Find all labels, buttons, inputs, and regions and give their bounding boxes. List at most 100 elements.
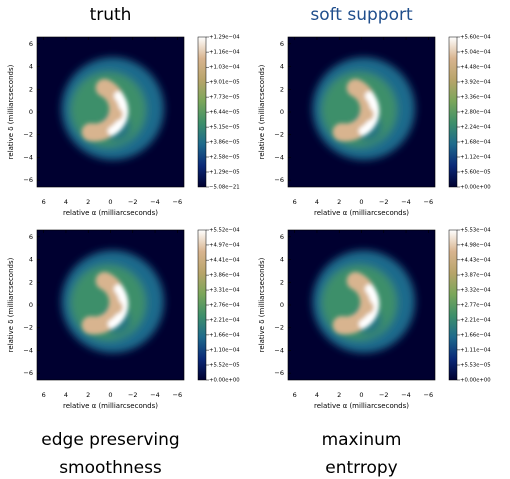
- colorbar-tick-label: +1.29e−04: [209, 35, 240, 41]
- colorbar-tick-label: +3.36e−04: [460, 95, 491, 101]
- panel-title: smoothness: [59, 458, 162, 478]
- colorbar-tick-label: +5.04e−04: [460, 50, 491, 56]
- y-tick-label: −2: [274, 324, 284, 332]
- y-tick-label: −2: [23, 131, 33, 139]
- colorbar-tick-label: +2.76e−04: [209, 303, 240, 309]
- y-axis-label: relative δ (milliarcseconds): [258, 257, 266, 352]
- panel-title: entrropy: [325, 458, 397, 478]
- colorbar-tick-label: +1.10e−04: [209, 348, 240, 354]
- x-tick-label: 4: [64, 391, 68, 399]
- colorbar-tick-label: +0.00e+00: [460, 185, 491, 191]
- colorbar-tick-label: +5.15e−05: [209, 125, 240, 131]
- spot: [360, 300, 374, 314]
- colorbar-tick-label: +2.58e−05: [209, 155, 240, 161]
- y-tick-label: −4: [23, 346, 33, 354]
- panel: 6 4 2 0 −2 −4 −6 −6 −4 −2 0 2 4 6 relative α (milliarc…: [7, 5, 240, 217]
- crescent: [81, 271, 129, 335]
- colorbar-tick-label: +4.41e−04: [209, 258, 240, 264]
- x-tick-label: 2: [86, 198, 90, 206]
- colorbar-tick-label: +4.48e−04: [460, 65, 491, 71]
- y-tick-label: 0: [280, 301, 284, 309]
- panel: 6 4 2 0 −2 −4 −6 −6 −4 −2 0 2 4 6 relative α (milliarc…: [7, 228, 240, 479]
- colorbar-tick-label: +1.66e−04: [460, 332, 491, 338]
- y-tick-label: 4: [29, 63, 33, 71]
- colorbar-tick-label: +4.43e−04: [460, 257, 491, 263]
- colorbar-tick-label: +3.92e−04: [460, 80, 491, 86]
- x-tick-label: 0: [108, 198, 112, 206]
- y-tick-label: 4: [280, 256, 284, 264]
- panel: 6 4 2 0 −2 −4 −6 −6 −4 −2 0 2 4 6 relative α (milliarc…: [258, 5, 491, 217]
- crescent: [332, 271, 380, 335]
- panel-title: truth: [90, 5, 132, 25]
- x-tick-label: 6: [293, 198, 297, 206]
- colorbar-tick-label: +1.11e−04: [460, 347, 491, 353]
- crescent-core: [107, 91, 129, 136]
- y-tick-label: −2: [274, 131, 284, 139]
- colorbar-tick-label: +3.86e−04: [209, 273, 240, 279]
- spot: [360, 107, 374, 121]
- colorbar-tick-label: +1.12e−04: [460, 155, 491, 161]
- y-tick-label: 4: [280, 63, 284, 71]
- panel-title: soft support: [310, 5, 413, 25]
- y-tick-label: 6: [29, 233, 33, 241]
- x-tick-label: −2: [128, 198, 138, 206]
- y-tick-label: −4: [274, 153, 284, 161]
- y-tick-label: −4: [274, 346, 284, 354]
- colorbar: [448, 229, 458, 381]
- x-tick-label: 0: [359, 391, 363, 399]
- colorbar-tick-label: +0.00e+00: [209, 378, 240, 384]
- x-tick-label: −4: [401, 198, 411, 206]
- colorbar-tick-label: +5.52e−05: [209, 363, 240, 369]
- y-axis-label: relative δ (milliarcseconds): [258, 64, 266, 159]
- colorbar-tick-label: +1.29e−05: [209, 170, 240, 176]
- colorbar-tick-label: +3.32e−04: [460, 287, 491, 293]
- colorbar: [448, 36, 458, 188]
- colorbar-tick-label: +3.87e−04: [460, 273, 491, 279]
- x-tick-label: 6: [42, 391, 46, 399]
- y-tick-label: 0: [29, 108, 33, 116]
- x-axis-label: relative α (milliarcseconds): [314, 402, 409, 410]
- colorbar-tick-label: +3.31e−04: [209, 288, 240, 294]
- y-tick-label: −6: [274, 176, 284, 184]
- colorbar-tick-label: +0.00e+00: [460, 378, 491, 384]
- x-tick-label: 2: [86, 391, 90, 399]
- colorbar-tick-label: +2.77e−04: [460, 302, 491, 308]
- colorbar-tick-label: +4.98e−04: [460, 242, 491, 248]
- colorbar-tick-label: +5.53e−04: [460, 228, 491, 234]
- image: [312, 57, 415, 160]
- x-tick-label: 6: [293, 391, 297, 399]
- colorbar-tick-label: +2.24e−04: [460, 125, 491, 131]
- y-tick-label: −4: [23, 153, 33, 161]
- colorbar-tick-label: +2.80e−04: [460, 110, 491, 116]
- y-axis-label: relative δ (milliarcseconds): [7, 64, 15, 159]
- colorbar-tick-label: +1.66e−04: [209, 332, 240, 338]
- image: [312, 250, 415, 353]
- image: [61, 57, 164, 160]
- colorbar: [197, 36, 207, 188]
- colorbar-tick-label: −5.08e−21: [209, 185, 240, 191]
- colorbar-tick-label: +2.21e−04: [460, 318, 491, 324]
- colorbar-tick-label: +6.44e−05: [209, 110, 240, 116]
- y-tick-label: −6: [274, 369, 284, 377]
- spot: [109, 107, 123, 121]
- colorbar-tick-label: +7.73e−05: [209, 95, 240, 101]
- colorbar-tick-label: +4.97e−04: [209, 242, 240, 248]
- spot: [109, 300, 123, 314]
- x-tick-label: 0: [359, 198, 363, 206]
- colorbar-tick-label: +5.60e−05: [460, 170, 491, 176]
- colorbar-tick-label: +5.52e−04: [209, 228, 240, 234]
- y-tick-label: 4: [29, 256, 33, 264]
- x-axis-label: relative α (milliarcseconds): [63, 209, 158, 217]
- crescent-core: [358, 284, 380, 329]
- y-axis-label: relative δ (milliarcseconds): [7, 257, 15, 352]
- panel-title: edge preserving: [41, 430, 179, 450]
- y-tick-label: 2: [29, 278, 33, 286]
- x-tick-label: 6: [42, 198, 46, 206]
- x-tick-label: −2: [128, 391, 138, 399]
- x-tick-label: −4: [401, 391, 411, 399]
- crescent: [332, 78, 380, 142]
- y-tick-label: −6: [23, 369, 33, 377]
- image: [61, 250, 164, 353]
- x-tick-label: −6: [424, 391, 434, 399]
- y-tick-label: 6: [29, 40, 33, 48]
